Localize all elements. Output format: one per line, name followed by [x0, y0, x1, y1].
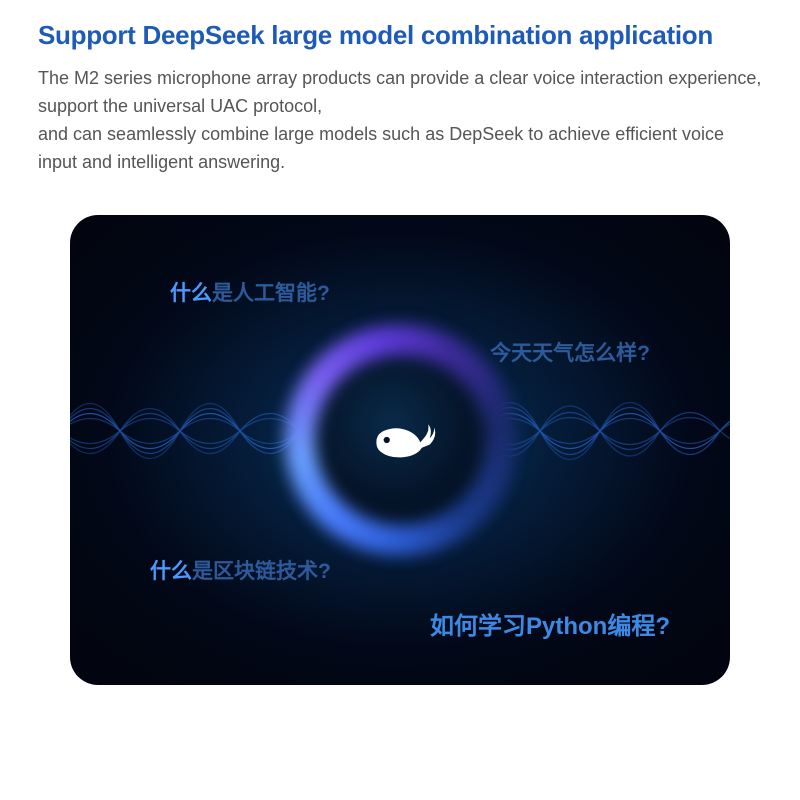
page-heading: Support DeepSeek large model combination… — [38, 20, 762, 51]
page-description: The M2 series microphone array products … — [38, 65, 762, 177]
hero-card: 什么是人工智能? 今天天气怎么样? 什么是区块链技术? 如何学习Python编程… — [70, 215, 730, 685]
whale-icon — [361, 400, 439, 478]
question-prefix: 什么 — [170, 282, 212, 305]
sample-question-3: 什么是区块链技术? — [150, 555, 331, 585]
sample-question-2: 今天天气怎么样? — [490, 337, 650, 367]
sample-question-1: 什么是人工智能? — [170, 277, 330, 307]
question-text: 如何学习Python编程? — [430, 613, 670, 640]
question-text: 是人工智能? — [212, 282, 330, 305]
question-text: 是区块链技术? — [192, 560, 331, 583]
glow-ring — [285, 325, 515, 555]
sample-question-4: 如何学习Python编程? — [430, 606, 670, 641]
question-prefix: 什么 — [150, 560, 192, 583]
question-text: 今天天气怎么样? — [490, 342, 650, 365]
